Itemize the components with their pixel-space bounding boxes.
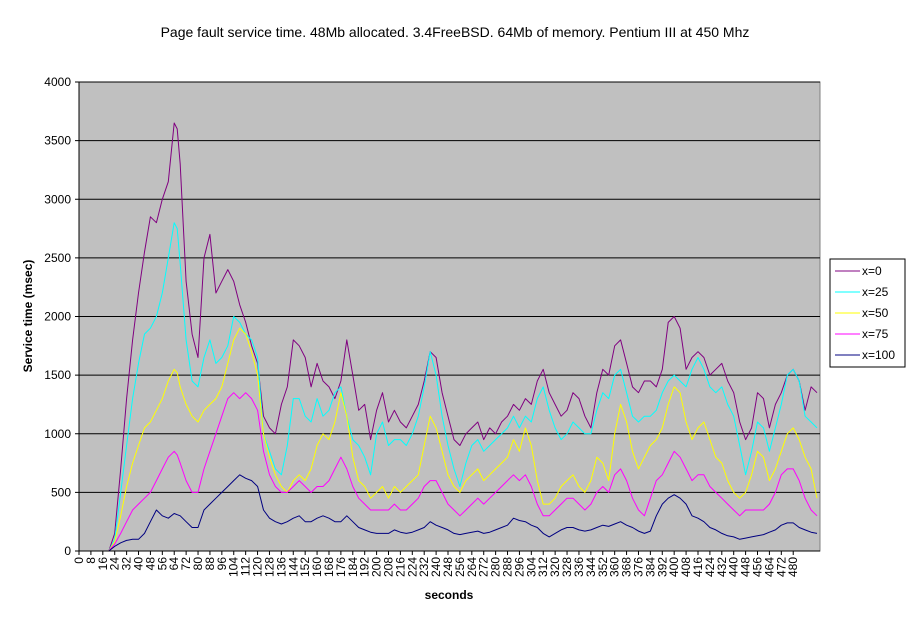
x-tick-label: 168 [322,557,336,577]
legend-box [829,258,906,368]
x-tick-label: 200 [370,557,384,577]
x-tick-label: 128 [262,557,276,577]
x-tick-label: 440 [727,557,741,577]
x-tick-label: 56 [155,557,169,571]
x-tick-label: 408 [679,557,693,577]
x-tick-label: 272 [477,557,491,577]
legend-label: x=100 [862,348,895,362]
x-tick-label: 256 [453,557,467,577]
x-tick-label: 304 [524,557,538,577]
x-tick-label: 392 [655,557,669,577]
x-tick-label: 328 [560,557,574,577]
x-tick-label: 176 [334,557,348,577]
x-tick-labels: 0816243240485664728088961041121201281361… [72,551,800,577]
y-tick-label: 2500 [44,251,71,265]
chart-title: Page fault service time. 48Mb allocated.… [161,24,750,40]
x-tick-label: 64 [167,557,181,571]
legend-label: x=75 [862,327,889,341]
x-tick-label: 368 [620,557,634,577]
x-tick-label: 72 [179,557,193,571]
x-tick-label: 0 [72,557,86,564]
x-tick-label: 472 [774,557,788,577]
y-tick-label: 0 [64,544,71,558]
x-tick-label: 312 [536,557,550,577]
x-tick-label: 424 [703,557,717,577]
y-tick-label: 3500 [44,134,71,148]
x-tick-label: 136 [274,557,288,577]
legend: x=0 x=25 x=50 x=75 x=100 [829,258,906,368]
x-tick-label: 456 [751,557,765,577]
legend-label: x=25 [862,285,889,299]
x-tick-label: 376 [631,557,645,577]
series-lines [108,122,818,552]
series-line-x75 [108,392,818,552]
x-tick-label: 288 [501,557,515,577]
y-tick-label: 4000 [44,75,71,89]
y-tick-labels: 0 500 1000 1500 2000 2500 3000 3500 4000 [44,75,79,558]
y-tick-label: 1000 [44,427,71,441]
x-tick-label: 296 [512,557,526,577]
x-tick-label: 264 [465,557,479,577]
x-tick-label: 96 [215,557,229,571]
series-line-x100 [108,474,818,552]
x-tick-label: 384 [643,557,657,577]
series-line-x50 [108,327,818,552]
x-tick-label: 24 [108,557,122,571]
x-tick-label: 240 [429,557,443,577]
legend-label: x=0 [862,264,882,278]
y-tick-label: 1500 [44,368,71,382]
y-tick-label: 2000 [44,310,71,324]
grid-lines [79,81,820,493]
x-tick-label: 344 [584,557,598,577]
x-tick-label: 400 [667,557,681,577]
series-line-x0 [108,122,818,552]
x-tick-label: 144 [286,557,300,577]
series-line-x25 [108,222,818,552]
x-tick-label: 224 [405,557,419,577]
x-tick-label: 248 [441,557,455,577]
x-tick-label: 120 [251,557,265,577]
x-tick-label: 448 [739,557,753,577]
x-tick-label: 480 [786,557,800,577]
y-axis-label: Service time (msec) [21,260,35,373]
x-tick-label: 360 [608,557,622,577]
x-axis-label: seconds [425,588,474,602]
x-tick-label: 88 [203,557,217,571]
x-tick-label: 208 [381,557,395,577]
x-tick-label: 152 [298,557,312,577]
y-tick-label: 3000 [44,192,71,206]
x-tick-label: 48 [143,557,157,571]
x-tick-label: 80 [191,557,205,571]
x-tick-label: 40 [132,557,146,571]
x-tick-label: 232 [417,557,431,577]
x-tick-label: 32 [120,557,134,571]
x-tick-label: 104 [227,557,241,577]
x-tick-label: 184 [346,557,360,577]
x-tick-label: 416 [691,557,705,577]
x-tick-label: 352 [596,557,610,577]
x-tick-label: 280 [489,557,503,577]
x-tick-label: 192 [358,557,372,577]
x-tick-label: 320 [548,557,562,577]
x-tick-label: 336 [572,557,586,577]
x-tick-label: 8 [84,557,98,564]
y-tick-label: 500 [51,485,71,499]
x-tick-label: 160 [310,557,324,577]
x-tick-label: 432 [715,557,729,577]
x-tick-label: 464 [762,557,776,577]
legend-label: x=50 [862,306,889,320]
x-tick-label: 216 [393,557,407,577]
x-tick-label: 16 [96,557,110,571]
x-tick-label: 112 [239,557,253,576]
